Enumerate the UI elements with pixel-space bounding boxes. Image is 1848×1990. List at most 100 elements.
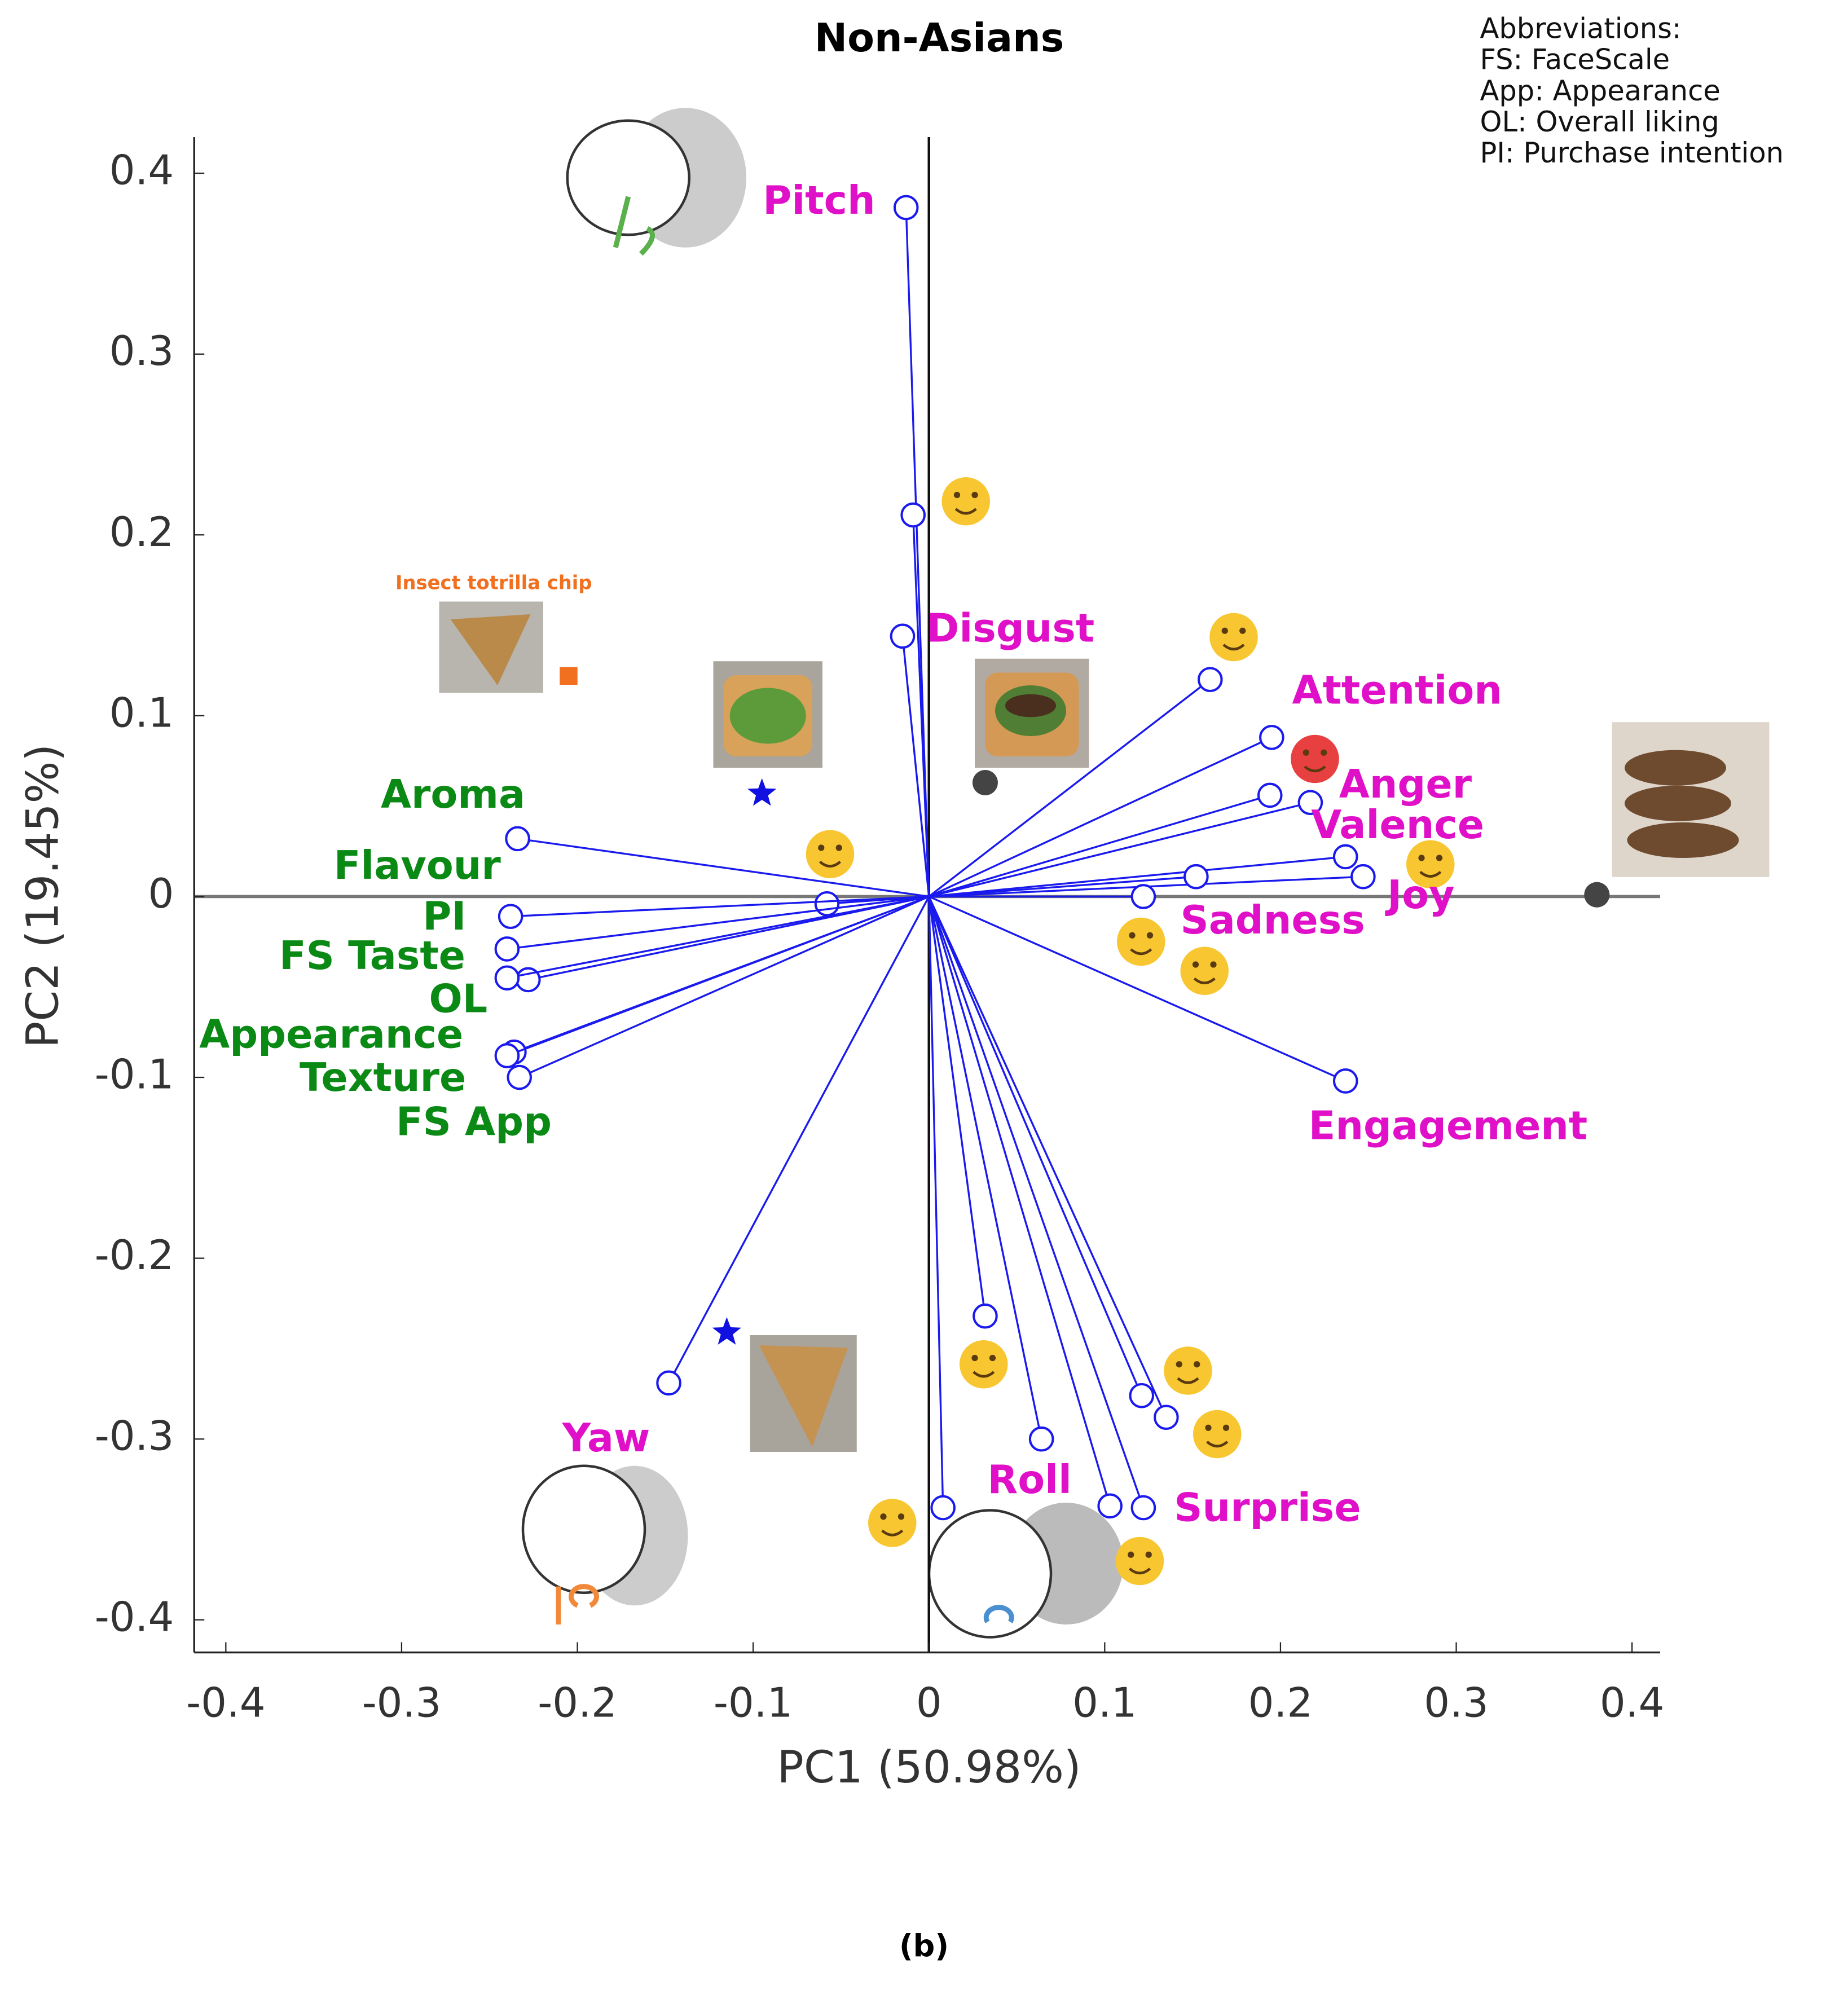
y-tick-label: -0.4 [95,1593,174,1640]
sensory-label: Aroma [381,772,525,817]
emotion-label: Roll [988,1457,1072,1503]
y-tick-label: 0 [148,870,174,917]
loading-vector [928,896,1042,1439]
loading-vector [928,679,1211,897]
emoji-eye [1145,1551,1152,1558]
x-tick-label: 0.2 [1248,1679,1313,1727]
loading-vector [928,896,1111,1507]
sample-point [747,778,777,806]
y-axis-label: PC2 (19.45%) [16,744,68,1048]
loading-vector [912,514,930,897]
sample-point [560,667,578,685]
x-tick-label: -0.2 [538,1679,617,1727]
emoji-mouth [1419,870,1442,878]
loading-point [1332,844,1358,870]
emoji-eye [971,1354,978,1362]
chart-title: Non-Asians [815,15,1064,61]
emotion-label: Joy [1385,872,1454,918]
loading-point [1130,884,1156,909]
emoji-face [941,477,990,526]
emotion-label: Sadness [1181,897,1365,943]
loading-vector [507,895,930,1057]
annotation: Insect totrilla chip [395,572,592,594]
emoji-eye [1210,961,1217,968]
emoji-face [1291,734,1339,783]
emoji-eye [1192,961,1199,968]
emoji-eye [880,1513,887,1520]
y-tick-label: -0.3 [95,1412,174,1460]
sample-point [972,769,998,795]
emoji-face [960,1340,1008,1389]
emoji-eye [1222,1424,1230,1431]
emoji-eye [835,844,842,851]
loading-point [1154,1405,1179,1430]
loading-point [494,936,520,962]
loading-point [1257,782,1283,808]
x-axis-label: PC1 (50.98%) [777,1741,1081,1793]
emoji-face [1180,946,1229,995]
loading-vector [928,896,987,1317]
loading-point [1297,790,1323,816]
emoji-face [1117,917,1165,966]
loading-vector [901,636,930,897]
y-tick-label: 0.3 [109,327,174,375]
loading-point [1198,667,1223,693]
loading-vector [929,856,1346,898]
loading-vector [507,895,930,979]
emoji-eye [1418,855,1425,861]
loading-vector [517,838,929,898]
emoji-mouth [1130,948,1152,956]
emotion-label: Anger [1339,761,1472,807]
loading-vector [929,895,1346,1082]
sensory-label: Flavour [334,843,501,888]
loading-vector [527,895,930,981]
emotion-label: Yaw [562,1415,650,1461]
loading-point [890,623,916,649]
emoji-face [1115,1536,1164,1586]
head-icons [521,108,1124,1639]
loading-vector [929,802,1311,898]
emoji-eye [1239,627,1246,634]
emoji-face [1164,1346,1212,1395]
emoji-eye [897,1513,905,1520]
loading-point [1097,1493,1123,1519]
x-tick-label: 0 [916,1679,942,1727]
emotion-label: Pitch [763,178,875,223]
emoji-eye [1436,855,1443,861]
emoji-face [806,830,855,878]
y-tick-label: 0.1 [109,689,174,736]
loading-point [893,195,919,221]
emoji-mouth [954,508,977,515]
emoji-eye [1176,1361,1182,1368]
loading-vector [928,896,1145,1508]
x-tick-label: -0.3 [362,1679,441,1727]
emotion-label: Surprise [1174,1485,1361,1531]
abbreviation: OL: Overall liking [1480,105,1719,138]
sensory-label: OL [429,976,488,1022]
loading-vector [929,794,1270,898]
y-tick-label: 0.4 [109,147,174,194]
emoji-mouth [1129,1568,1151,1575]
loading-vector [928,896,944,1508]
sensory-label: FS App [396,1099,552,1145]
emoji-eye [971,491,978,499]
emoji-face [1406,840,1455,888]
loading-point [1332,1068,1358,1094]
loading-point [900,502,926,528]
sensory-label: FS Taste [279,933,465,979]
abbreviation: App: Appearance [1480,74,1721,107]
y-tick-label: 0.2 [109,508,174,556]
emoji-mouth [1206,1441,1229,1448]
y-tick-label: -0.2 [95,1231,174,1279]
emotion-label: Valence [1311,802,1484,848]
emotion-label: Engagement [1309,1103,1588,1148]
loading-vector [929,736,1273,897]
emoji-mouth [1193,977,1216,984]
y-tick-label: -0.1 [95,1051,174,1098]
emoji-mouth [973,1371,995,1378]
loading-vector [668,896,930,1384]
emoji-eye [1221,627,1228,634]
sensory-label: Texture [300,1055,466,1100]
emoji-eye [1128,1551,1134,1558]
loading-point [1028,1426,1054,1452]
